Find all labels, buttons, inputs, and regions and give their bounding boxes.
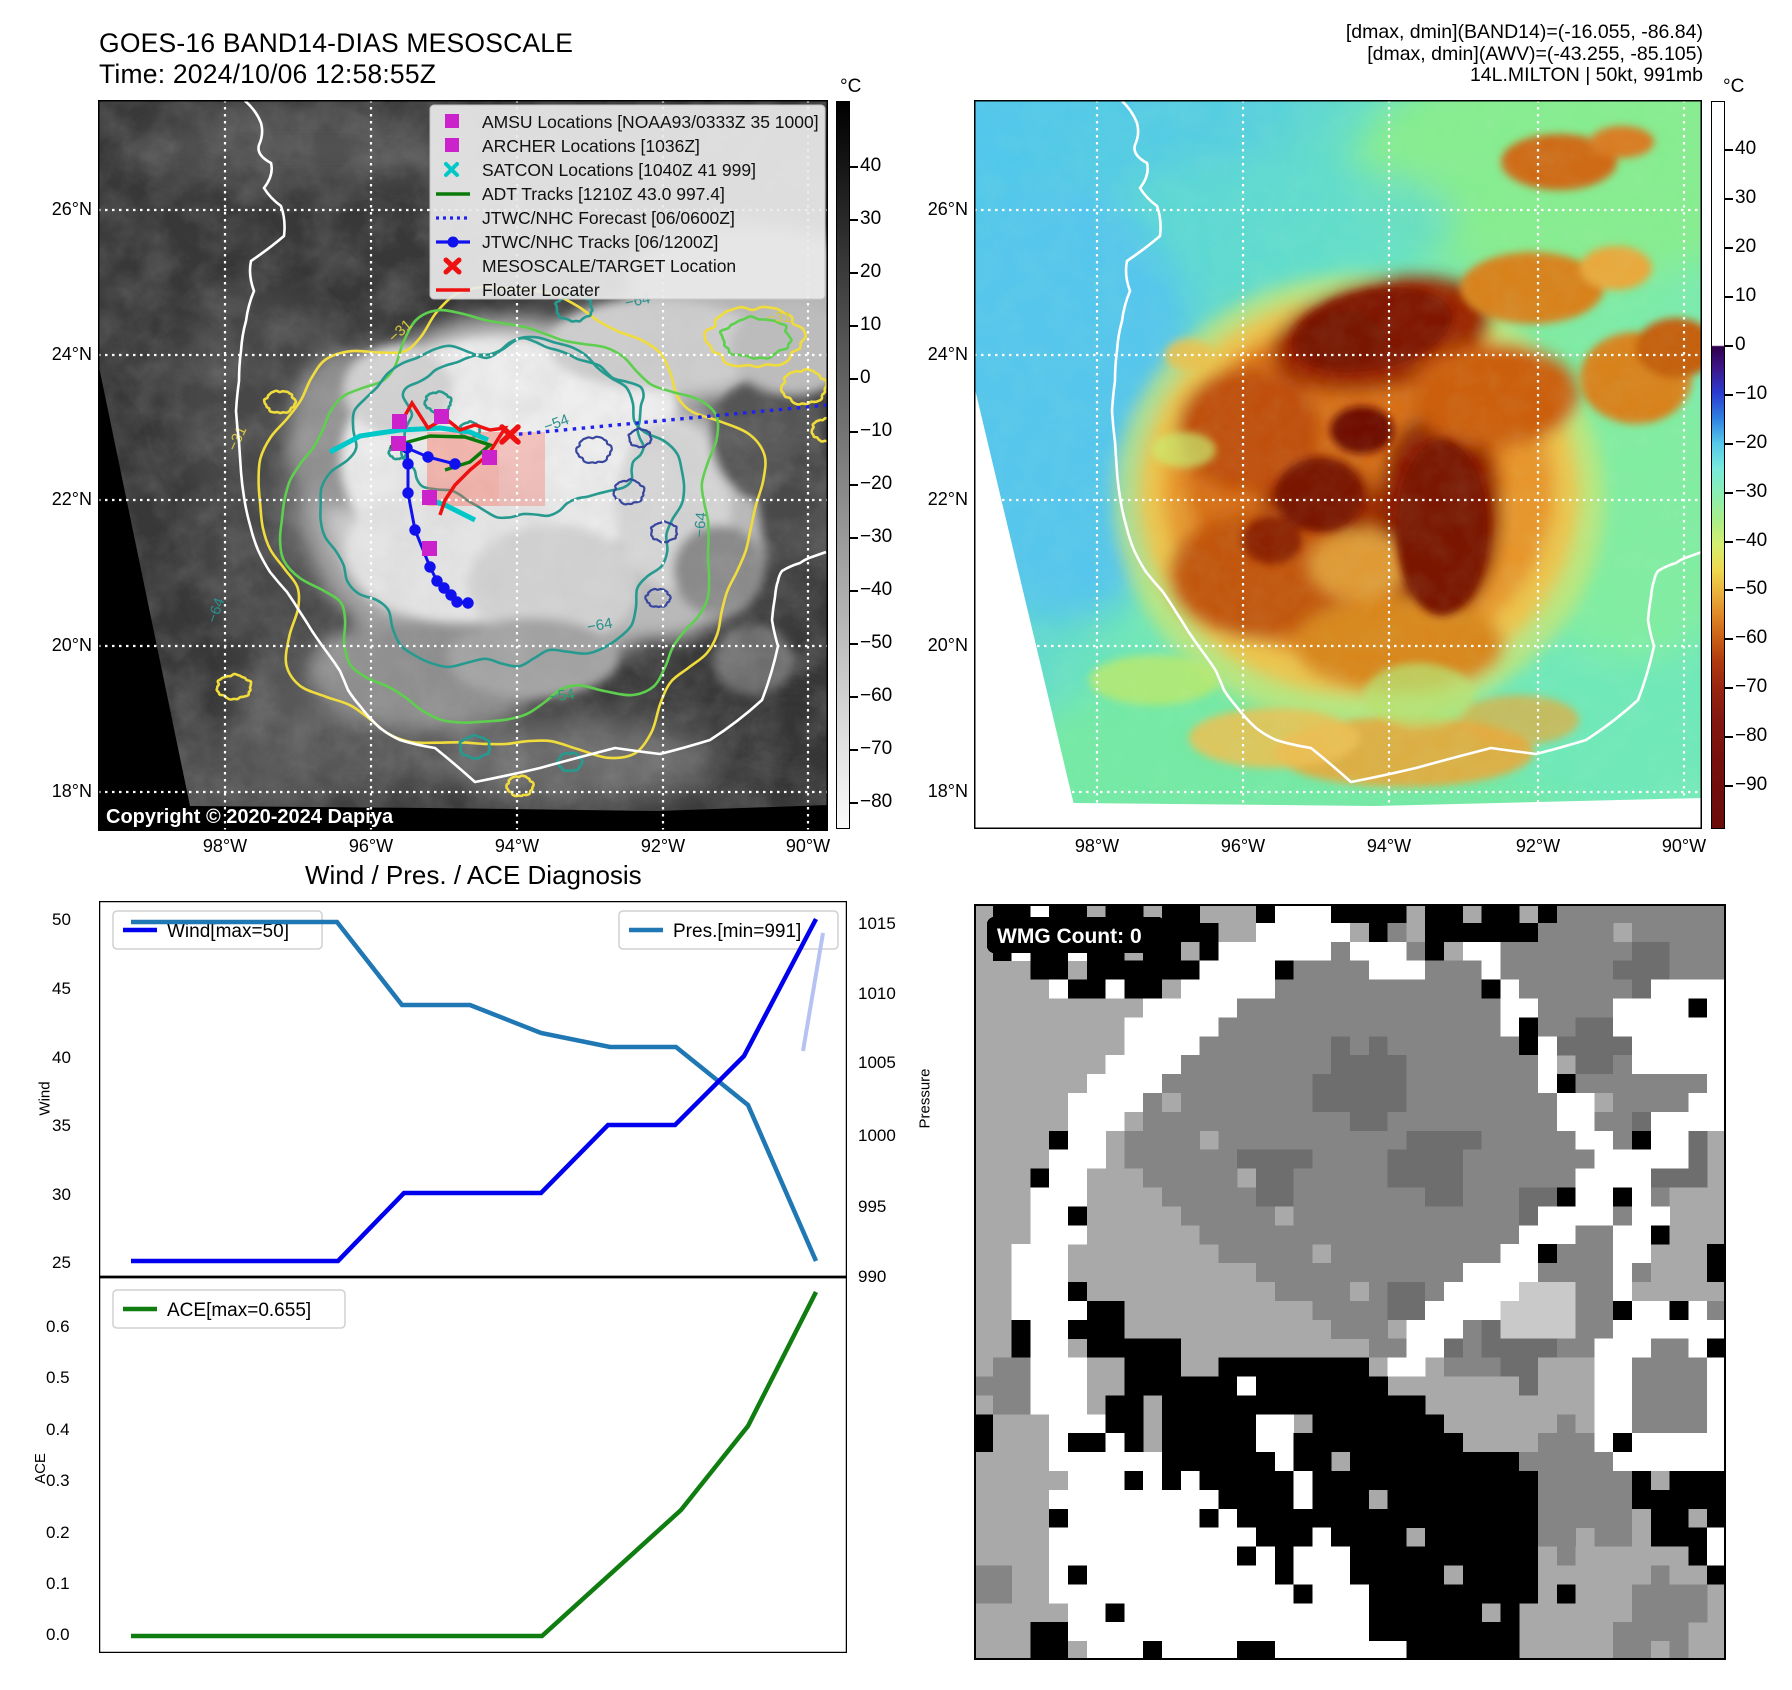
svg-text:ADT Tracks [1210Z 43.0 997.4]: ADT Tracks [1210Z 43.0 997.4] bbox=[482, 184, 725, 204]
svg-text:WMG Count: 0: WMG Count: 0 bbox=[997, 925, 1142, 948]
svg-text:−31: −31 bbox=[766, 309, 791, 326]
svg-text:ARCHER Locations [1036Z]: ARCHER Locations [1036Z] bbox=[482, 136, 700, 156]
svg-text:−54: −54 bbox=[548, 686, 576, 706]
svg-text:−64: −64 bbox=[586, 615, 614, 636]
svg-text:AMSU Locations [NOAA93/0333Z 3: AMSU Locations [NOAA93/0333Z 35 1000] bbox=[482, 112, 819, 132]
svg-text:Floater Locater: Floater Locater bbox=[482, 280, 600, 300]
svg-text:Wind[max=50]: Wind[max=50] bbox=[167, 921, 289, 942]
svg-text:Copyright © 2020-2024 Dapiya: Copyright © 2020-2024 Dapiya bbox=[106, 806, 394, 828]
svg-text:JTWC/NHC Tracks [06/1200Z]: JTWC/NHC Tracks [06/1200Z] bbox=[482, 232, 718, 252]
svg-text:JTWC/NHC Forecast [06/0600Z]: JTWC/NHC Forecast [06/0600Z] bbox=[482, 208, 735, 228]
svg-text:MESOSCALE/TARGET Location: MESOSCALE/TARGET Location bbox=[482, 256, 736, 276]
svg-text:ACE[max=0.655]: ACE[max=0.655] bbox=[167, 1300, 311, 1321]
svg-text:SATCON Locations [1040Z 41 999: SATCON Locations [1040Z 41 999] bbox=[482, 160, 756, 180]
svg-text:Pres.[min=991]: Pres.[min=991] bbox=[673, 921, 801, 942]
svg-text:−64: −64 bbox=[691, 512, 710, 539]
